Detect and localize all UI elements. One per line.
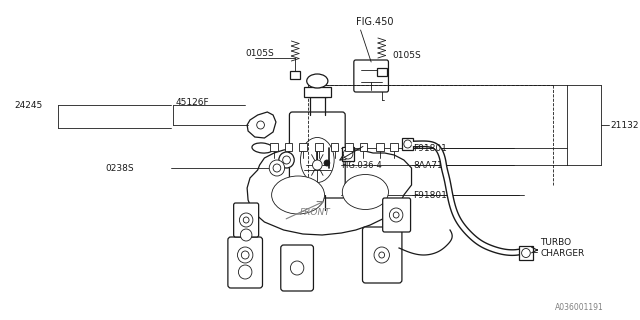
- Text: 45126F: 45126F: [176, 98, 209, 107]
- Text: FIG.036-4: FIG.036-4: [341, 161, 382, 170]
- Bar: [390, 143, 398, 151]
- Circle shape: [243, 217, 249, 223]
- Bar: [299, 143, 307, 151]
- Circle shape: [239, 265, 252, 279]
- FancyBboxPatch shape: [234, 203, 259, 237]
- Text: F91801: F91801: [413, 190, 447, 199]
- FancyBboxPatch shape: [228, 237, 262, 288]
- Bar: [376, 143, 383, 151]
- Text: F91801: F91801: [413, 143, 447, 153]
- Circle shape: [241, 229, 252, 241]
- Text: 0238S: 0238S: [106, 164, 134, 172]
- Text: 0105S: 0105S: [392, 51, 421, 60]
- Bar: [270, 143, 278, 151]
- Bar: [304, 87, 331, 97]
- Bar: [519, 246, 532, 260]
- Text: TURBO
CHARGER: TURBO CHARGER: [540, 238, 584, 258]
- Circle shape: [404, 140, 412, 148]
- Bar: [377, 68, 387, 76]
- Circle shape: [522, 249, 531, 258]
- Bar: [285, 143, 292, 151]
- Polygon shape: [247, 112, 276, 138]
- Circle shape: [379, 252, 385, 258]
- Bar: [331, 143, 339, 151]
- Ellipse shape: [252, 143, 273, 153]
- FancyBboxPatch shape: [383, 198, 411, 232]
- Polygon shape: [247, 148, 412, 235]
- FancyBboxPatch shape: [354, 60, 388, 92]
- Circle shape: [283, 156, 291, 164]
- Circle shape: [239, 213, 253, 227]
- Circle shape: [324, 160, 330, 166]
- Circle shape: [389, 208, 403, 222]
- Text: 24245: 24245: [15, 100, 43, 109]
- Ellipse shape: [307, 74, 328, 88]
- Bar: [342, 147, 354, 161]
- Circle shape: [291, 261, 304, 275]
- Text: FIG.450: FIG.450: [356, 17, 393, 27]
- Circle shape: [241, 251, 249, 259]
- Ellipse shape: [342, 174, 388, 210]
- Text: 8AA71: 8AA71: [413, 161, 444, 170]
- Ellipse shape: [300, 138, 334, 182]
- Text: 0105S: 0105S: [245, 49, 274, 58]
- Ellipse shape: [271, 176, 324, 214]
- Circle shape: [257, 121, 264, 129]
- Circle shape: [269, 160, 285, 176]
- Circle shape: [279, 152, 294, 168]
- Circle shape: [237, 247, 253, 263]
- Bar: [291, 71, 300, 79]
- Bar: [360, 143, 367, 151]
- Bar: [345, 143, 353, 151]
- Circle shape: [312, 160, 322, 170]
- Bar: [316, 143, 323, 151]
- FancyBboxPatch shape: [289, 112, 345, 198]
- Circle shape: [393, 212, 399, 218]
- Text: 21132: 21132: [611, 121, 639, 130]
- FancyBboxPatch shape: [362, 227, 402, 283]
- Bar: [402, 138, 413, 150]
- Circle shape: [343, 149, 353, 159]
- FancyBboxPatch shape: [281, 245, 314, 291]
- Circle shape: [374, 247, 389, 263]
- Circle shape: [273, 164, 281, 172]
- Text: FRONT: FRONT: [300, 207, 331, 217]
- Text: A036001191: A036001191: [555, 303, 604, 313]
